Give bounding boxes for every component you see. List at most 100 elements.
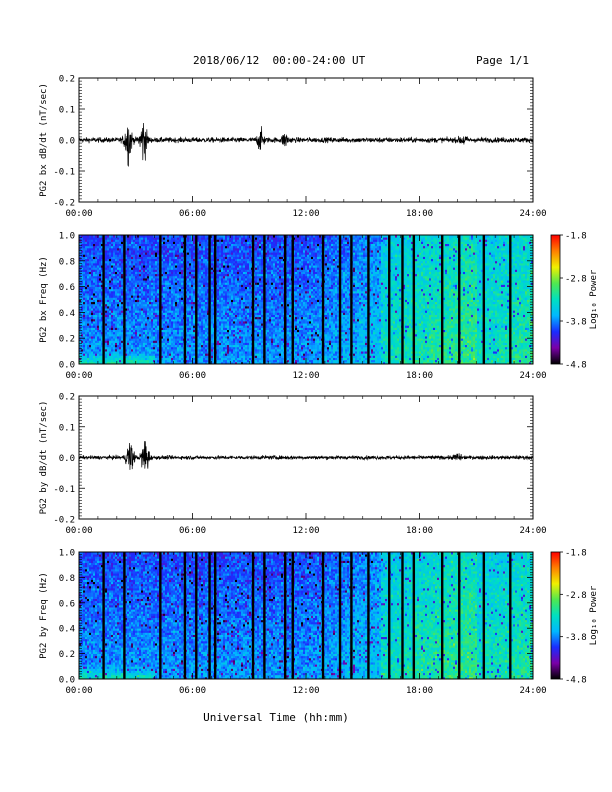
spectrogram-cell bbox=[185, 265, 188, 268]
spectrogram-cell bbox=[173, 353, 176, 356]
spectrogram-cell bbox=[201, 265, 204, 268]
spectrogram-cell bbox=[135, 243, 138, 247]
spectrogram-cell bbox=[155, 305, 158, 309]
spectrogram-cell bbox=[81, 278, 84, 281]
spectrogram-cell bbox=[137, 262, 140, 266]
spectrogram-cell bbox=[157, 316, 160, 320]
spectrogram-cell bbox=[87, 241, 90, 244]
spectrogram-cell bbox=[169, 237, 172, 240]
spectrogram-cell bbox=[155, 256, 158, 260]
spectrogram-cell bbox=[81, 323, 84, 326]
spectrogram-cell bbox=[155, 310, 158, 313]
spectrogram-cell bbox=[107, 269, 110, 272]
spectrogram-cell bbox=[81, 269, 84, 272]
spectrogram-cell bbox=[97, 348, 100, 352]
spectrogram-cell bbox=[177, 327, 180, 330]
spectrogram-cell bbox=[197, 329, 200, 333]
spectrogram-cell bbox=[181, 239, 184, 242]
spectrogram-cell bbox=[95, 344, 98, 348]
spectrogram-cell bbox=[133, 262, 136, 266]
spectrogram-cell bbox=[127, 321, 130, 324]
spectrogram-cell bbox=[193, 314, 196, 318]
spectrogram-cell bbox=[113, 355, 116, 358]
spectrogram-cell bbox=[169, 314, 172, 318]
spectrogram-cell bbox=[187, 239, 190, 242]
spectrogram-cell bbox=[79, 361, 82, 365]
spectrogram-cell bbox=[171, 353, 174, 356]
spectrogram-cell bbox=[95, 256, 98, 260]
spectrogram-cell bbox=[193, 293, 196, 296]
spectrogram-cell bbox=[155, 342, 158, 346]
spectrogram-cell bbox=[121, 265, 124, 268]
spectrogram-cell bbox=[131, 333, 134, 337]
spectrogram-cell bbox=[181, 237, 184, 240]
spectrogram-cell bbox=[149, 265, 152, 268]
spectrogram-cell bbox=[83, 312, 86, 315]
spectrogram-cell bbox=[173, 245, 176, 249]
spectrogram-cell bbox=[121, 323, 124, 326]
spectrogram-cell bbox=[201, 278, 204, 281]
spectrogram-cell bbox=[177, 243, 180, 247]
spectrogram-cell bbox=[101, 321, 104, 324]
spectrogram-cell bbox=[199, 331, 202, 335]
spectrogram-cell bbox=[185, 280, 188, 283]
spectrogram-cell bbox=[155, 333, 158, 337]
spectrogram-cell bbox=[203, 336, 206, 339]
spectrogram-cell bbox=[107, 282, 110, 285]
spectrogram-cell bbox=[201, 351, 204, 354]
spectrogram-cell bbox=[171, 239, 174, 242]
spectrogram-cell bbox=[175, 325, 178, 328]
spectrogram-cell bbox=[153, 286, 156, 290]
spectrogram-cell bbox=[153, 351, 156, 354]
spectrogram-cell bbox=[153, 267, 156, 270]
spectrogram-cell bbox=[201, 271, 204, 275]
spectrogram-cell bbox=[169, 250, 172, 253]
spectrogram-cell bbox=[115, 280, 118, 283]
spectrogram-cell bbox=[119, 355, 122, 358]
spectrogram-cell bbox=[105, 361, 108, 365]
spectrogram-cell bbox=[109, 299, 112, 303]
spectrogram-cell bbox=[169, 288, 172, 292]
spectrogram-cell bbox=[199, 333, 202, 337]
spectrogram-cell bbox=[85, 331, 88, 335]
spectrogram-cell bbox=[153, 355, 156, 358]
spectrogram-cell bbox=[163, 247, 166, 251]
spectrogram-cell bbox=[101, 290, 104, 294]
spectrogram-cell bbox=[197, 290, 200, 294]
spectrogram-cell bbox=[173, 254, 176, 257]
spectrogram-cell bbox=[125, 252, 128, 255]
spectrogram-cell bbox=[129, 284, 132, 287]
spectrogram-cell bbox=[143, 359, 146, 363]
spectrogram-cell bbox=[149, 293, 152, 296]
spectrogram-cell bbox=[181, 342, 184, 346]
spectrogram-cell bbox=[125, 331, 128, 335]
spectrogram-cell bbox=[187, 265, 190, 268]
spectrogram-cell bbox=[127, 250, 130, 253]
spectrogram-cell bbox=[99, 293, 102, 296]
spectrogram-cell bbox=[181, 351, 184, 354]
spectrogram-cell bbox=[191, 353, 194, 356]
spectrogram-cell bbox=[185, 361, 188, 365]
spectrogram-cell bbox=[133, 243, 136, 247]
spectrogram-cell bbox=[149, 250, 152, 253]
spectrogram-cell bbox=[151, 359, 154, 363]
spectrogram-cell bbox=[193, 278, 196, 281]
spectrogram-cell bbox=[89, 260, 92, 264]
y-axis-label: PG2 bx dB/dt (nT/sec) bbox=[39, 83, 49, 197]
spectrogram-cell bbox=[139, 346, 142, 350]
spectrogram-cell bbox=[117, 321, 120, 324]
spectrogram-cell bbox=[89, 312, 92, 315]
spectrogram-cell bbox=[201, 310, 204, 313]
spectrogram-cell bbox=[201, 361, 204, 365]
spectrogram-cell bbox=[197, 239, 200, 242]
spectrogram-cell bbox=[185, 258, 188, 262]
spectrogram-cell bbox=[129, 331, 132, 335]
spectrogram-cell bbox=[129, 256, 132, 260]
spectrogram-cell bbox=[133, 336, 136, 339]
spectrogram-cell bbox=[91, 252, 94, 255]
spectrogram-cell bbox=[161, 252, 164, 255]
spectrogram-cell bbox=[91, 357, 94, 361]
spectrogram-cell bbox=[93, 361, 96, 365]
spectrogram-cell bbox=[155, 325, 158, 328]
spectrogram-cell bbox=[129, 293, 132, 296]
